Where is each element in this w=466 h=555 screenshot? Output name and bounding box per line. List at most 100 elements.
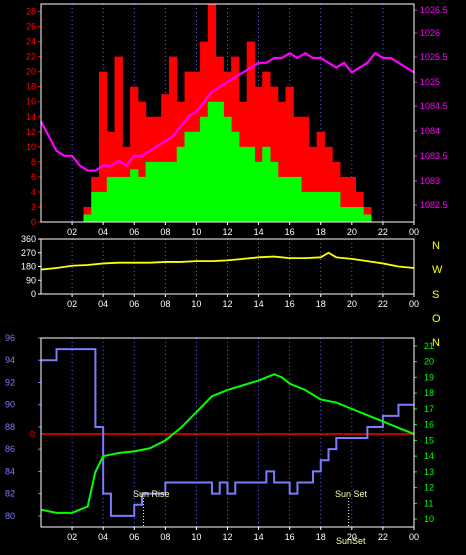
x-tick-label: 02 <box>67 299 77 309</box>
wind-avg-bar <box>192 131 201 222</box>
sunset-bottom-label: SunSet <box>336 536 366 546</box>
y-right-tick-label: 14 <box>424 451 434 461</box>
wind-max-bar <box>285 86 294 222</box>
y-left-tick-label: 12 <box>26 127 36 137</box>
x-tick-label: 10 <box>191 299 201 309</box>
wind-avg-bar <box>238 146 248 222</box>
x-tick-label: 10 <box>191 532 201 542</box>
wind-avg-bar <box>355 206 364 222</box>
wind-avg-bar <box>207 101 217 222</box>
x-tick-label: 12 <box>223 532 233 542</box>
y-left-tick-label: 22 <box>26 52 36 62</box>
x-tick-label: 18 <box>316 227 326 237</box>
wind-max-bar <box>316 131 325 222</box>
wind-avg-bar <box>176 146 186 222</box>
y-left-tick-label: 90 <box>26 275 36 285</box>
x-tick-label: 14 <box>254 299 264 309</box>
panel-frame <box>40 337 415 528</box>
wind-avg-bar <box>106 176 116 222</box>
wind-avg-bar <box>200 116 209 222</box>
y-right-tick-label: 1025.5 <box>420 52 448 62</box>
wind-max-bar <box>246 41 255 222</box>
wind-avg-bar <box>91 191 100 222</box>
y-left-tick-label: 84 <box>5 466 15 476</box>
x-tick-label: 18 <box>316 532 326 542</box>
temperature-line <box>40 373 415 514</box>
wind-avg-bar <box>262 146 271 222</box>
wind-max-bar <box>114 56 123 222</box>
humidity-temperature-panel: 02 04 06 08 10 12 14 16 18 20 22 00 80 82 84 86 88 90 92 94… <box>5 333 434 546</box>
wind-max-bar <box>130 86 139 222</box>
wind-max-bar <box>137 101 147 222</box>
x-tick-label: 12 <box>223 227 233 237</box>
wind-avg-bar <box>316 191 325 222</box>
wind-avg-bar <box>145 161 154 222</box>
wind-pressure-panel: 02 04 06 08 10 12 14 16 18 20 22 000246810121416182… <box>26 3 448 237</box>
x-tick-label: 02 <box>67 532 77 542</box>
y-right-tick-label: 19 <box>424 372 434 382</box>
y-right-tick-label: 10 <box>424 514 434 524</box>
wind-avg-bar <box>114 176 123 222</box>
y-left-tick-label: 14 <box>26 112 36 122</box>
x-tick-label: 16 <box>285 532 295 542</box>
wind-avg-bar <box>168 161 178 222</box>
y-right-tick-label: 1026 <box>420 28 440 38</box>
x-tick-label: 16 <box>285 227 295 237</box>
wind-max-bar <box>269 86 279 222</box>
compass-label: N <box>432 240 440 252</box>
wind-max-bar <box>262 71 271 222</box>
y-left-tick-label: 2 <box>31 202 36 212</box>
x-tick-label: 16 <box>285 299 295 309</box>
humidity-line <box>41 348 414 517</box>
y-left-tick-label: 270 <box>21 248 36 258</box>
y-right-tick-label: 1083.5 <box>420 151 448 161</box>
x-tick-label: 08 <box>160 532 170 542</box>
y-left-tick-label: 94 <box>5 355 15 365</box>
y-right-tick-label: 1084 <box>420 126 440 136</box>
y-left-tick-label: 92 <box>5 377 15 387</box>
y-left-tick-label: 0 <box>31 217 36 227</box>
wind-avg-bar <box>99 191 108 222</box>
compass-label: S <box>432 289 439 301</box>
y-right-tick-label: 1083 <box>420 176 440 186</box>
label-temperature: Temperatur <box>312 322 368 334</box>
wind-direction-panel: 02 04 06 08 10 12 14 16 18 20 22 00090180270360NWSO… <box>21 234 443 349</box>
wind-max-bar <box>301 116 310 222</box>
wind-avg-bar <box>231 131 240 222</box>
x-tick-label: 22 <box>378 299 388 309</box>
y-left-tick-label: 20 <box>26 67 36 77</box>
x-tick-label: 06 <box>129 227 139 237</box>
y-right-tick-label: 1084.5 <box>420 101 448 111</box>
y-right-tick-label: 12 <box>424 483 434 493</box>
wind-avg-bar <box>285 176 294 222</box>
x-tick-label: 08 <box>160 227 170 237</box>
wind-max-bar <box>99 71 108 222</box>
wind-max-bar <box>254 86 263 222</box>
panel-frame <box>40 238 415 295</box>
x-tick-label: 06 <box>129 299 139 309</box>
header-title: 24 hours ending on: 09 September 2020 <box>174 1 371 13</box>
wind-avg-bar <box>83 214 92 222</box>
compass-label: O <box>432 313 441 325</box>
header-right: Luftdruck <box>370 1 416 13</box>
y-left-tick-label: 10 <box>26 142 36 152</box>
rain-zero-label: 0 <box>30 429 35 439</box>
compass-label: N <box>432 337 440 349</box>
direction-line <box>40 251 415 271</box>
wind-avg-bar <box>137 176 147 222</box>
x-tick-label: 00 <box>409 299 419 309</box>
y-left-tick-label: 0 <box>31 289 36 299</box>
y-right-tick-label: 18 <box>424 388 434 398</box>
y-right-tick-label: 13 <box>424 467 434 477</box>
wind-max-bar <box>168 56 178 222</box>
y-left-tick-label: 16 <box>26 97 36 107</box>
wind-avg-bar <box>324 191 333 222</box>
wind-max-bar <box>308 146 318 222</box>
wind-avg-bar <box>161 161 170 222</box>
x-tick-label: 00 <box>409 532 419 542</box>
y-left-tick-label: 8 <box>31 157 36 167</box>
x-tick-label: 18 <box>316 299 326 309</box>
y-left-tick-label: 88 <box>5 422 15 432</box>
